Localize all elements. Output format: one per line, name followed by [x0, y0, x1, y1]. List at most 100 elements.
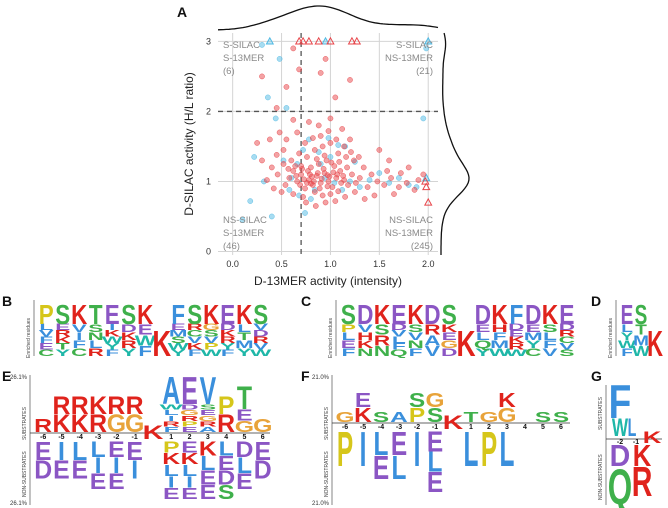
logo-letter-D: D [181, 402, 199, 411]
substrate-point [280, 147, 287, 153]
logo-letter-Y: Y [121, 346, 136, 359]
substrate-point [386, 157, 392, 164]
substrate-point [296, 150, 303, 157]
logo-position-label: -1 [432, 424, 438, 431]
substrate-point [335, 150, 342, 157]
substrate-point [333, 136, 340, 143]
logo-letter-R: R [508, 341, 525, 351]
substrate-point [276, 129, 283, 136]
logo-letter-K: K [199, 438, 218, 460]
sequence-logo-b: Enriched residues CEFVLPYTKRESCFIVKRLNST… [26, 300, 273, 364]
substrate-point [332, 198, 339, 204]
substrate-point [313, 156, 320, 162]
logo-letter-Q: Q [608, 459, 632, 508]
y-tick-label: 3 [206, 36, 211, 46]
logo-letter-Y: Y [475, 346, 490, 358]
logo-position-label: -2 [414, 424, 420, 431]
logo-letter-L: L [628, 415, 637, 442]
logo-letter-E: E [200, 408, 217, 417]
substrate-capped-triangle [326, 36, 335, 45]
substrate-point [396, 184, 402, 190]
logo-letter-I: I [168, 414, 175, 423]
logo-letter-R: R [34, 415, 52, 436]
logo-letter-K: K [647, 325, 663, 365]
substrate-capped-triangle [352, 36, 362, 45]
logo-position-label: -6 [342, 424, 348, 431]
substrate-capped-triangle [314, 36, 323, 45]
substrate-point [334, 171, 341, 178]
logo-letter-L: L [464, 423, 479, 477]
logo-letter-D: D [235, 437, 253, 461]
logo-letter-F: F [543, 338, 557, 350]
logo-letter-R: R [220, 335, 236, 345]
logo-letter-R: R [55, 329, 71, 339]
substrate-point [293, 173, 300, 179]
logo-letter-R: R [632, 459, 653, 506]
nonsubstrate-point [366, 177, 373, 183]
logo-letter-P: P [218, 392, 235, 420]
logo-letter-W: W [250, 348, 272, 358]
logo-letter-T: T [635, 321, 647, 338]
logo-letter-N: N [374, 344, 390, 360]
logo-letter-G: G [498, 403, 517, 427]
substrate-point [322, 199, 329, 206]
logo-letter-E: E [621, 301, 634, 331]
substrate-point [391, 191, 397, 197]
substrate-point [348, 149, 354, 155]
logo-letter-K: K [633, 438, 652, 473]
substrate-capped-triangle [422, 182, 431, 191]
logo-position-label: 2 [188, 434, 192, 441]
logo-letter-F: F [509, 300, 523, 330]
substrate-capped-triangle [304, 36, 314, 45]
substrate-point [314, 170, 321, 176]
logo-letter-I: I [113, 453, 120, 477]
logo-letter-A: A [424, 333, 441, 349]
logo-letter-S: S [535, 409, 551, 425]
logo-letter-I: I [131, 456, 138, 485]
logo-letter-F: F [609, 377, 632, 429]
two-sample-logo-f: 21.0% 21.0% SUBSTRATES NON-SUBSTRATES GP… [312, 375, 570, 507]
logo-c-ylabel: Enriched residues [328, 317, 334, 358]
logo-letter-S: S [218, 481, 235, 503]
logo-letter-P: P [163, 439, 180, 457]
substrate-point [319, 192, 326, 199]
panel-label-f: F [301, 368, 310, 384]
logo-letter-E: E [126, 437, 143, 466]
logo-letter-S: S [341, 300, 356, 330]
substrate-point [374, 178, 381, 185]
logo-letter-L: L [392, 451, 407, 488]
substrate-point [405, 164, 412, 171]
substrate-point [347, 136, 353, 143]
substrate-point [280, 161, 287, 167]
logo-letter-S: S [253, 300, 268, 331]
logo-f-top-label: SUBSTRATES [324, 406, 330, 440]
substrate-point [368, 171, 375, 178]
logo-letter-E: E [181, 425, 198, 434]
logo-letter-H: H [357, 330, 373, 342]
substrate-point [349, 171, 355, 178]
substrate-point [317, 70, 324, 76]
logo-letter-T: T [56, 342, 70, 352]
logo-position-label: -3 [396, 424, 402, 431]
nonsubstrate-point [283, 105, 290, 111]
nonsubstrate-capped-triangle [321, 36, 330, 45]
logo-letter-D: D [253, 329, 269, 339]
logo-letter-C: C [71, 346, 87, 359]
logo-letter-V: V [559, 341, 575, 351]
substrate-point [318, 175, 325, 182]
substrate-point [325, 128, 332, 134]
x-axis-title: D-13MER activity (intensity) [254, 274, 402, 288]
logo-letter-E: E [427, 466, 443, 498]
logo-letter-T: T [89, 300, 103, 331]
substrate-point [351, 157, 357, 164]
logo-position-label: -4 [77, 434, 83, 441]
substrate-point [371, 192, 378, 199]
logo-letter-V: V [408, 330, 423, 342]
logo-letter-D: D [121, 322, 137, 335]
substrate-point [352, 189, 358, 195]
logo-letter-E: E [218, 452, 235, 474]
logo-letter-V: V [358, 322, 373, 334]
substrate-point [321, 152, 328, 159]
logo-letter-L: L [500, 423, 515, 477]
logo-letter-A: A [199, 425, 217, 434]
